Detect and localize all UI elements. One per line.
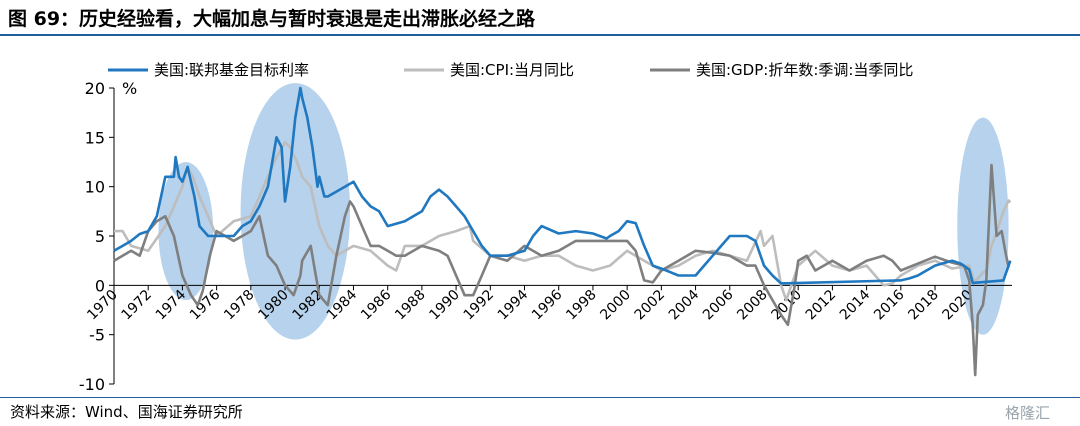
x-tick-label: 1994 (495, 287, 532, 324)
x-tick-label: 2000 (597, 287, 634, 324)
x-tick-label: 1978 (221, 287, 258, 324)
x-tick-label: 1998 (563, 287, 600, 324)
x-tick-label: 1972 (119, 287, 156, 324)
x-tick-label: 1986 (358, 287, 395, 324)
series-line-cpi (114, 141, 1012, 302)
x-tick-label: 2016 (871, 287, 908, 324)
y-tick-label: -10 (79, 375, 105, 394)
x-tick-label: 2014 (837, 287, 874, 324)
x-tick-label: 2012 (803, 287, 840, 324)
y-tick-label: 15 (85, 128, 105, 147)
legend-label-gdp: 美国:GDP:折年数:季调:当季同比 (696, 61, 913, 79)
x-tick-label: 2004 (666, 287, 703, 324)
source-rule (0, 397, 1080, 398)
y-axis-label: % (122, 79, 137, 98)
series-lines (113, 86, 1012, 377)
legend: 美国:联邦基金目标利率 美国:CPI:当月同比 美国:GDP:折年数:季调:当季同比 (108, 61, 913, 79)
watermark: 格隆汇 (1005, 404, 1051, 422)
chart-title: 图 69：历史经验看，大幅加息与暂时衰退是走出滞胀必经之路 (8, 8, 536, 30)
x-tick-label: 2006 (700, 287, 737, 324)
y-tick-label: -5 (89, 326, 105, 345)
x-tick-label: 2018 (905, 287, 942, 324)
y-tick-label: 0 (95, 276, 105, 295)
x-tick-label: 1988 (392, 287, 429, 324)
x-tick-label: 2008 (734, 287, 771, 324)
legend-label-fed: 美国:联邦基金目标利率 (154, 61, 309, 79)
source-note: 资料来源：Wind、国海证券研究所 (10, 403, 243, 421)
y-tick-label: 10 (85, 178, 105, 197)
x-ticks: 1970197219741976197819801982198419861988… (84, 285, 976, 323)
title-rule (0, 34, 1080, 36)
x-tick-label: 1992 (461, 287, 498, 324)
highlight-ellipse-2 (240, 83, 351, 340)
line-chart: -10 -5 0 5 10 15 20 19701972197419761978198019… (79, 61, 1012, 394)
series-line-fed (113, 86, 1012, 285)
legend-label-cpi: 美国:CPI:当月同比 (450, 61, 574, 79)
x-tick-label: 2002 (632, 287, 669, 324)
x-tick-label: 1990 (426, 287, 463, 324)
x-tick-label: 1996 (529, 287, 566, 324)
y-tick-label: 5 (95, 227, 105, 246)
y-tick-label: 20 (85, 79, 105, 98)
y-ticks: -10 -5 0 5 10 15 20 (79, 79, 114, 394)
series-line-gdp (113, 163, 1010, 377)
